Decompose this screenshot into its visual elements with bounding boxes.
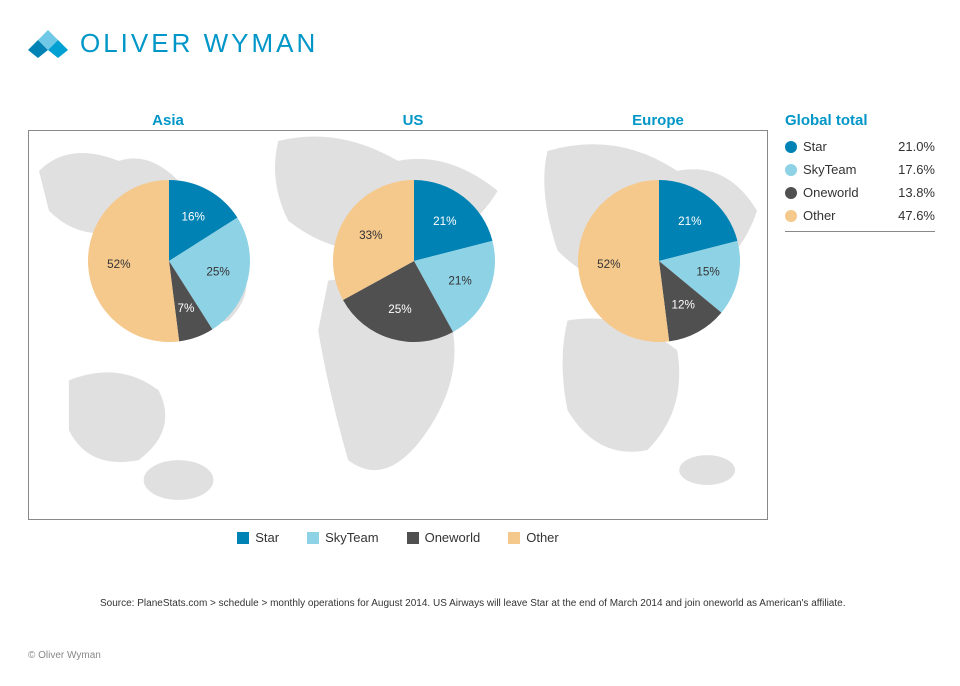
chart-area: 16% 25% 7% 52% 21% 21% 25% 33% 21% 15% 12% 52% <box>28 130 768 520</box>
pie-slice-label: 12% <box>672 299 695 312</box>
region-title-asia: Asia <box>128 112 208 129</box>
swatch-oneworld-icon <box>407 532 419 544</box>
swatch-skyteam-icon <box>307 532 319 544</box>
global-value: 17.6% <box>898 162 935 177</box>
legend-label: Other <box>526 530 559 545</box>
global-value: 47.6% <box>898 208 935 223</box>
global-label: Other <box>803 208 892 223</box>
global-label: Oneworld <box>803 185 892 200</box>
global-row-star: Star 21.0% <box>785 135 935 158</box>
legend-item-star: Star <box>237 530 279 545</box>
pie-slice-label: 7% <box>178 302 195 315</box>
marker-other-icon <box>785 210 797 222</box>
pie-slice-label: 52% <box>107 258 130 271</box>
pie-slice-label: 16% <box>182 211 205 224</box>
pie-slice-label: 33% <box>359 229 382 242</box>
legend: Star SkyTeam Oneworld Other <box>28 530 768 545</box>
global-value: 21.0% <box>898 139 935 154</box>
global-title: Global total <box>785 112 935 129</box>
global-divider <box>785 231 935 232</box>
brand-name: OLIVER WYMAN <box>80 28 318 59</box>
legend-label: Star <box>255 530 279 545</box>
copyright-text: © Oliver Wyman <box>28 650 101 661</box>
pie-slice-other <box>578 180 669 342</box>
global-total-panel: Global total Star 21.0% SkyTeam 17.6% On… <box>785 112 935 232</box>
pie-slice-label: 21% <box>448 275 471 288</box>
pie-us: 21% 21% 25% 33% <box>324 171 504 351</box>
global-row-skyteam: SkyTeam 17.6% <box>785 158 935 181</box>
legend-item-oneworld: Oneworld <box>407 530 481 545</box>
pie-slice-label: 21% <box>433 215 456 228</box>
region-title-us: US <box>373 112 453 129</box>
global-row-oneworld: Oneworld 13.8% <box>785 181 935 204</box>
marker-oneworld-icon <box>785 187 797 199</box>
logo-mark-icon <box>28 30 70 58</box>
swatch-star-icon <box>237 532 249 544</box>
pie-slice-label: 21% <box>678 215 701 228</box>
pie-asia: 16% 25% 7% 52% <box>79 171 259 351</box>
pie-slice-label: 52% <box>597 258 620 271</box>
pie-europe: 21% 15% 12% 52% <box>569 171 749 351</box>
pie-slice-other <box>88 180 179 342</box>
brand-logo: OLIVER WYMAN <box>28 28 318 59</box>
marker-star-icon <box>785 141 797 153</box>
source-text: Source: PlaneStats.com > schedule > mont… <box>100 598 920 609</box>
region-title-europe: Europe <box>618 112 698 129</box>
global-label: SkyTeam <box>803 162 892 177</box>
legend-item-skyteam: SkyTeam <box>307 530 378 545</box>
global-row-other: Other 47.6% <box>785 204 935 227</box>
legend-item-other: Other <box>508 530 559 545</box>
legend-label: Oneworld <box>425 530 481 545</box>
legend-label: SkyTeam <box>325 530 378 545</box>
swatch-other-icon <box>508 532 520 544</box>
marker-skyteam-icon <box>785 164 797 176</box>
pie-slice-label: 15% <box>696 266 719 279</box>
global-value: 13.8% <box>898 185 935 200</box>
pie-slice-label: 25% <box>206 266 229 279</box>
global-label: Star <box>803 139 892 154</box>
pie-slice-label: 25% <box>388 303 411 316</box>
